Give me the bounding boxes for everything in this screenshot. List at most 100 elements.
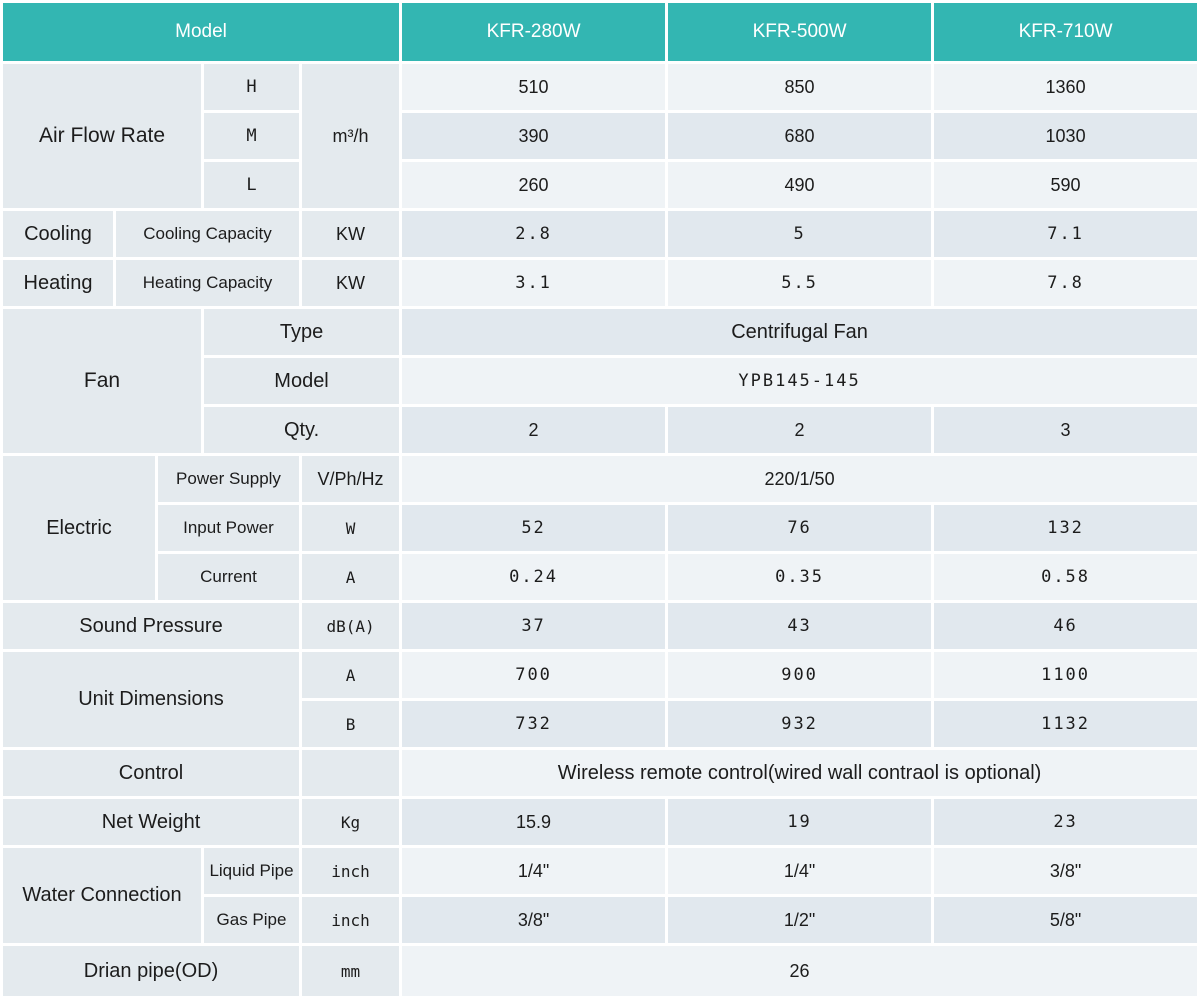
header-model-label: Model: [3, 3, 400, 61]
liquid-pipe-unit: inch: [302, 848, 400, 894]
airflow-l-710w: 590: [934, 162, 1198, 208]
airflow-m-710w: 1030: [934, 113, 1198, 159]
net-weight-280w: 15.9: [402, 799, 666, 845]
row-airflow-h: Air Flow Rate H m³/h 510 850 1360: [3, 64, 1198, 208]
row-dimension-a: Unit Dimensions A 700 900 1100: [3, 652, 1198, 747]
liquid-pipe-710w: 3/8": [934, 848, 1198, 894]
row-fan-qty: Qty. 2 2 3: [3, 407, 1198, 453]
unit-dimensions-label: Unit Dimensions: [3, 652, 299, 747]
control-unit-empty: [302, 750, 400, 796]
header-col-kfr-280w: KFR-280W: [402, 3, 666, 61]
fan-qty-500w: 2: [668, 407, 932, 453]
sound-pressure-label: Sound Pressure: [3, 603, 299, 649]
current-710w: 0.58: [934, 554, 1198, 600]
airflow-l-500w: 490: [668, 162, 932, 208]
heating-label: Heating: [3, 260, 113, 306]
airflow-unit: m³/h: [302, 64, 400, 208]
sound-pressure-unit: dB(A): [302, 603, 400, 649]
row-airflow-m: M 390 680 1030: [3, 113, 1198, 159]
dimension-b-280w: 732: [402, 701, 666, 747]
fan-type-label: Type: [204, 309, 400, 355]
heating-280w: 3.1: [402, 260, 666, 306]
row-input-power: Input Power W 52 76 132: [3, 505, 1198, 551]
fan-type-value: Centrifugal Fan: [402, 309, 1198, 355]
row-control: Control Wireless remote control(wired wa…: [3, 750, 1198, 796]
current-unit: A: [302, 554, 400, 600]
fan-qty-710w: 3: [934, 407, 1198, 453]
cooling-unit: KW: [302, 211, 400, 257]
fan-label: Fan: [3, 309, 201, 453]
fan-model-label: Model: [204, 358, 400, 404]
input-power-280w: 52: [402, 505, 666, 551]
dimension-b-label: B: [302, 701, 400, 747]
gas-pipe-500w: 1/2": [668, 897, 932, 943]
gas-pipe-710w: 5/8": [934, 897, 1198, 943]
airflow-h-500w: 850: [668, 64, 932, 110]
heating-capacity-label: Heating Capacity: [116, 260, 299, 306]
fan-qty-280w: 2: [402, 407, 666, 453]
heating-710w: 7.8: [934, 260, 1198, 306]
cooling-710w: 7.1: [934, 211, 1198, 257]
heating-500w: 5.5: [668, 260, 932, 306]
net-weight-label: Net Weight: [3, 799, 299, 845]
net-weight-500w: 19: [668, 799, 932, 845]
airflow-h-710w: 1360: [934, 64, 1198, 110]
row-drain-pipe: Drian pipe(OD) mm 26: [3, 946, 1198, 996]
header-col-kfr-710w: KFR-710W: [934, 3, 1198, 61]
dimension-a-280w: 700: [402, 652, 666, 698]
airflow-h-280w: 510: [402, 64, 666, 110]
current-280w: 0.24: [402, 554, 666, 600]
fan-model-value: YPB145-145: [402, 358, 1198, 404]
water-connection-label: Water Connection: [3, 848, 201, 943]
current-500w: 0.35: [668, 554, 932, 600]
net-weight-710w: 23: [934, 799, 1198, 845]
current-label: Current: [158, 554, 299, 600]
fan-qty-label: Qty.: [204, 407, 400, 453]
airflow-m-280w: 390: [402, 113, 666, 159]
cooling-280w: 2.8: [402, 211, 666, 257]
row-fan-type: Fan Type Centrifugal Fan: [3, 309, 1198, 453]
airflow-speed-l: L: [204, 162, 299, 208]
row-power-supply: Electric Power Supply V/Ph/Hz 220/1/50: [3, 456, 1198, 600]
liquid-pipe-label: Liquid Pipe: [204, 848, 299, 894]
dimension-a-500w: 900: [668, 652, 932, 698]
input-power-label: Input Power: [158, 505, 299, 551]
row-cooling: Cooling Cooling Capacity KW 2.8 5 7.1: [3, 211, 1198, 257]
sound-pressure-280w: 37: [402, 603, 666, 649]
sound-pressure-710w: 46: [934, 603, 1198, 649]
power-supply-unit: V/Ph/Hz: [302, 456, 400, 502]
airflow-m-500w: 680: [668, 113, 932, 159]
heating-unit: KW: [302, 260, 400, 306]
control-label: Control: [3, 750, 299, 796]
table-header-row: Model KFR-280W KFR-500W KFR-710W: [3, 3, 1198, 61]
net-weight-unit: Kg: [302, 799, 400, 845]
row-dimension-b: B 732 932 1132: [3, 701, 1198, 747]
airflow-speed-h: H: [204, 64, 299, 110]
input-power-710w: 132: [934, 505, 1198, 551]
cooling-capacity-label: Cooling Capacity: [116, 211, 299, 257]
gas-pipe-unit: inch: [302, 897, 400, 943]
power-supply-label: Power Supply: [158, 456, 299, 502]
cooling-500w: 5: [668, 211, 932, 257]
cooling-label: Cooling: [3, 211, 113, 257]
row-fan-model: Model YPB145-145: [3, 358, 1198, 404]
input-power-unit: W: [302, 505, 400, 551]
row-heating: Heating Heating Capacity KW 3.1 5.5 7.8: [3, 260, 1198, 306]
dimension-b-500w: 932: [668, 701, 932, 747]
dimension-b-710w: 1132: [934, 701, 1198, 747]
row-net-weight: Net Weight Kg 15.9 19 23: [3, 799, 1198, 845]
airflow-speed-m: M: [204, 113, 299, 159]
drain-pipe-unit: mm: [302, 946, 400, 996]
power-supply-value: 220/1/50: [402, 456, 1198, 502]
control-value: Wireless remote control(wired wall contr…: [402, 750, 1198, 796]
electric-label: Electric: [3, 456, 155, 600]
gas-pipe-label: Gas Pipe: [204, 897, 299, 943]
row-liquid-pipe: Water Connection Liquid Pipe inch 1/4" 1…: [3, 848, 1198, 943]
airflow-l-280w: 260: [402, 162, 666, 208]
dimension-a-label: A: [302, 652, 400, 698]
drain-pipe-label: Drian pipe(OD): [3, 946, 299, 996]
row-gas-pipe: Gas Pipe inch 3/8" 1/2" 5/8": [3, 897, 1198, 943]
row-airflow-l: L 260 490 590: [3, 162, 1198, 208]
input-power-500w: 76: [668, 505, 932, 551]
